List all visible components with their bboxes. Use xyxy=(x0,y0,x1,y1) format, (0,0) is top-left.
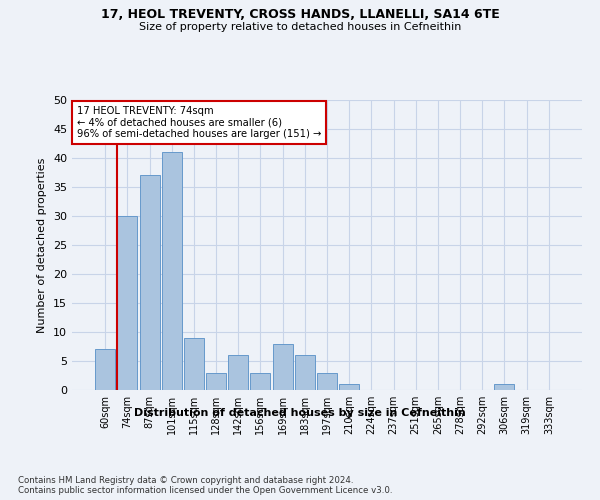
Bar xyxy=(339,384,359,390)
Bar xyxy=(206,372,226,390)
Bar xyxy=(184,338,204,390)
Text: 17, HEOL TREVENTY, CROSS HANDS, LLANELLI, SA14 6TE: 17, HEOL TREVENTY, CROSS HANDS, LLANELLI… xyxy=(101,8,499,20)
Bar xyxy=(228,355,248,390)
Bar xyxy=(95,350,115,390)
Bar xyxy=(272,344,293,390)
Bar xyxy=(118,216,137,390)
Text: Contains HM Land Registry data © Crown copyright and database right 2024.
Contai: Contains HM Land Registry data © Crown c… xyxy=(18,476,392,495)
Y-axis label: Number of detached properties: Number of detached properties xyxy=(37,158,47,332)
Text: 17 HEOL TREVENTY: 74sqm
← 4% of detached houses are smaller (6)
96% of semi-deta: 17 HEOL TREVENTY: 74sqm ← 4% of detached… xyxy=(77,106,322,139)
Bar xyxy=(140,176,160,390)
Bar xyxy=(162,152,182,390)
Text: Size of property relative to detached houses in Cefneithin: Size of property relative to detached ho… xyxy=(139,22,461,32)
Bar xyxy=(494,384,514,390)
Bar xyxy=(250,372,271,390)
Bar xyxy=(295,355,315,390)
Text: Distribution of detached houses by size in Cefneithin: Distribution of detached houses by size … xyxy=(134,408,466,418)
Bar xyxy=(317,372,337,390)
